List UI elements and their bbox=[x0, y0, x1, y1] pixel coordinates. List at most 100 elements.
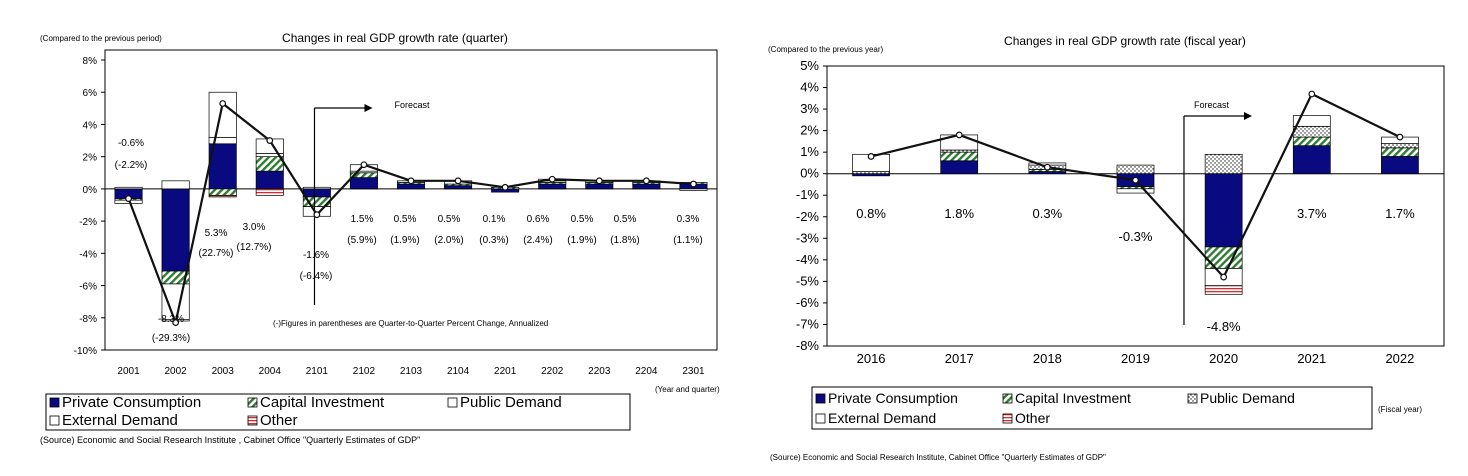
left-legend-item-other: Other bbox=[247, 412, 298, 429]
right-legend-item-capital: Capital Investment bbox=[1002, 390, 1131, 406]
data-label: -0.6% bbox=[118, 138, 144, 149]
quarterly-gdp-chart: (Compared to the previous period) Change… bbox=[40, 31, 720, 445]
y-tick-label: 2% bbox=[83, 153, 98, 164]
bar-segment-public bbox=[1292, 125, 1331, 138]
gdp-point bbox=[407, 177, 415, 185]
left-y-axis-label: (Compared to the previous period) bbox=[40, 34, 162, 43]
data-label: 0.1% bbox=[483, 214, 506, 225]
data-label: -8.3% bbox=[158, 314, 184, 325]
x-tick-label: 2202 bbox=[541, 366, 564, 377]
forecast-label: Forecast bbox=[1194, 100, 1230, 110]
x-tick-label: 2020 bbox=[1209, 351, 1238, 366]
gdp-point bbox=[690, 180, 697, 188]
y-tick-label: 4% bbox=[800, 80, 819, 95]
forecast-arrow-head bbox=[1243, 112, 1252, 120]
left-source: (Source) Economic and Social Research In… bbox=[40, 435, 420, 445]
gdp-point bbox=[1043, 163, 1051, 171]
bar-segment-consumption bbox=[1381, 156, 1419, 175]
bar-segment-public bbox=[302, 186, 331, 190]
annualized-label: (1.8%) bbox=[610, 235, 639, 246]
annualized-label: (1.9%) bbox=[390, 235, 419, 246]
legend-swatch-capital bbox=[247, 397, 258, 408]
legend-label: Private Consumption bbox=[62, 394, 201, 411]
bar-segment-consumption bbox=[396, 183, 426, 190]
right-source: (Source) Economic and Social Research In… bbox=[770, 453, 1106, 462]
bar-segment-consumption bbox=[255, 170, 284, 190]
data-label: -0.3% bbox=[1119, 229, 1153, 244]
gdp-point bbox=[1132, 176, 1139, 184]
left-legend-item-public: Public Demand bbox=[447, 394, 562, 411]
bar-segment-public bbox=[1204, 153, 1243, 175]
right-plot-area bbox=[826, 65, 1445, 347]
bar-segment-capital bbox=[255, 156, 284, 172]
data-label: 0.3% bbox=[1033, 206, 1063, 221]
forecast-label: Forecast bbox=[394, 100, 430, 110]
gdp-point bbox=[1308, 90, 1316, 98]
legend-swatch-public bbox=[1187, 393, 1198, 404]
data-label: 3.0% bbox=[243, 222, 266, 233]
legend-swatch-consumption bbox=[815, 393, 826, 404]
data-label: 3.7% bbox=[1297, 206, 1327, 221]
left-legend-item-consumption: Private Consumption bbox=[49, 394, 201, 411]
annualized-label: (22.7%) bbox=[198, 248, 233, 259]
y-tick-label: 5% bbox=[800, 58, 819, 73]
left-note: (-)Figures in parentheses are Quarter-to… bbox=[273, 319, 548, 328]
data-label: -1.6% bbox=[303, 250, 329, 261]
annualized-label: (-29.3%) bbox=[152, 333, 190, 344]
bar-segment-public bbox=[1381, 143, 1419, 149]
fiscal-gdp-chart: (Compared to the previous year) Changes … bbox=[768, 34, 1445, 462]
y-tick-label: 4% bbox=[83, 120, 98, 131]
bar-segment-external bbox=[1116, 188, 1155, 194]
bar-segment-external bbox=[1292, 115, 1331, 127]
y-tick-label: 1% bbox=[800, 144, 819, 159]
right-legend-item-consumption: Private Consumption bbox=[815, 390, 958, 406]
y-tick-label: 2% bbox=[800, 123, 819, 138]
gdp-point bbox=[172, 319, 180, 327]
gdp-point bbox=[1220, 273, 1228, 281]
legend-swatch-capital bbox=[1002, 393, 1013, 404]
data-label: 0.5% bbox=[571, 214, 594, 225]
x-tick-label: 2016 bbox=[857, 351, 886, 366]
legend-label: Public Demand bbox=[460, 394, 562, 411]
legend-swatch-other bbox=[247, 415, 258, 426]
right-legend-item-public: Public Demand bbox=[1187, 390, 1295, 406]
y-tick-label: 6% bbox=[83, 88, 98, 99]
y-tick-label: -1% bbox=[796, 187, 820, 202]
right-legend-item-other: Other bbox=[1002, 410, 1050, 426]
legend-swatch-consumption bbox=[49, 397, 60, 408]
gdp-point bbox=[1396, 133, 1404, 141]
left-chart-title: Changes in real GDP growth rate (quarter… bbox=[282, 31, 508, 45]
left-x-axis-label: (Year and quarter) bbox=[655, 385, 720, 394]
data-label: 1.8% bbox=[944, 206, 974, 221]
y-tick-label: -10% bbox=[74, 346, 97, 357]
legend-swatch-external bbox=[49, 415, 60, 426]
annualized-label: (2.0%) bbox=[434, 235, 463, 246]
data-label: 0.5% bbox=[438, 214, 461, 225]
bar-segment-capital bbox=[940, 151, 979, 162]
right-chart-title: Changes in real GDP growth rate (fiscal … bbox=[1004, 34, 1246, 48]
y-tick-label: -2% bbox=[79, 217, 97, 228]
data-label: 0.5% bbox=[614, 214, 637, 225]
annualized-label: (1.9%) bbox=[567, 235, 596, 246]
gdp-point bbox=[867, 153, 875, 160]
right-legend-item-external: External Demand bbox=[815, 410, 936, 426]
annualized-label: (2.4%) bbox=[523, 235, 552, 246]
x-tick-label: 2017 bbox=[945, 351, 974, 366]
x-tick-label: 2019 bbox=[1121, 351, 1150, 366]
y-tick-label: 0% bbox=[800, 166, 819, 181]
right-x-axis-label: (Fiscal year) bbox=[1378, 405, 1422, 414]
legend-swatch-external bbox=[815, 413, 826, 424]
forecast-arrow-head bbox=[364, 104, 373, 112]
x-tick-label: 2103 bbox=[400, 366, 423, 377]
y-tick-label: -5% bbox=[796, 273, 820, 288]
bar-segment-capital bbox=[1381, 147, 1419, 157]
y-tick-label: -6% bbox=[796, 295, 820, 310]
bar-segment-public bbox=[114, 186, 143, 190]
bar-segment-consumption bbox=[538, 183, 567, 190]
x-tick-label: 2102 bbox=[353, 366, 376, 377]
gdp-point bbox=[642, 177, 650, 185]
legend-swatch-public bbox=[447, 397, 458, 408]
y-tick-label: -4% bbox=[796, 252, 820, 267]
annualized-label: (12.7%) bbox=[236, 242, 271, 253]
